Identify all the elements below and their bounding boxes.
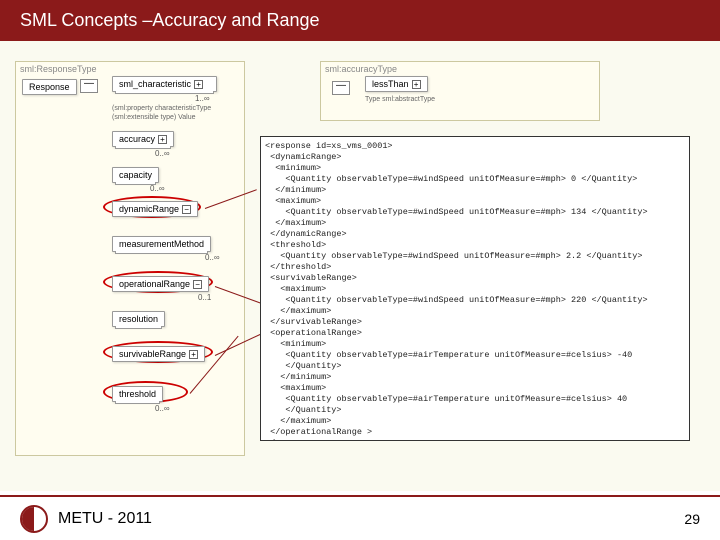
xml-code-block: <response id=xs_vms_0001> <dynamicRange>… — [260, 136, 690, 441]
expand-icon[interactable]: + — [412, 80, 421, 89]
sequence-connector-icon — [80, 79, 98, 93]
element-accuracy: accuracy+ — [112, 131, 174, 147]
schema-panel-right: sml:accuracyType — [320, 61, 600, 121]
element-threshold: threshold — [112, 386, 163, 402]
element-dynamic-range: dynamicRange− — [112, 201, 198, 217]
schema-right-label: sml:accuracyType — [321, 62, 599, 76]
slide-footer: METU - 2011 29 — [0, 495, 720, 540]
schema-left-label: sml:ResponseType — [16, 62, 244, 76]
element-measurement-method: measurementMethod — [112, 236, 211, 252]
collapse-icon[interactable]: − — [182, 205, 191, 214]
element-characteristic: sml_characteristic+ — [112, 76, 217, 92]
multiplicity-label: 0..∞ — [155, 404, 170, 413]
page-number: 29 — [684, 511, 700, 527]
element-response: Response — [22, 79, 77, 95]
element-resolution: resolution — [112, 311, 165, 327]
slide-content: sml:ResponseType sml:accuracyType Respon… — [0, 41, 720, 491]
expand-icon[interactable]: + — [158, 135, 167, 144]
slide-title: SML Concepts –Accuracy and Range — [20, 10, 320, 30]
expand-icon[interactable]: + — [194, 80, 203, 89]
element-capacity: capacity — [112, 167, 159, 183]
multiplicity-label: 0..∞ — [155, 149, 170, 158]
collapse-icon[interactable]: − — [193, 280, 202, 289]
multiplicity-label: 0..∞ — [205, 253, 220, 262]
footer-org-text: METU - 2011 — [58, 510, 152, 528]
element-less-than: lessThan+ — [365, 76, 428, 92]
multiplicity-label: 1..∞ — [195, 94, 210, 103]
less-than-note: Type sml:abstractType — [365, 96, 435, 103]
multiplicity-label: 0..∞ — [150, 184, 165, 193]
sequence-connector-icon — [332, 81, 350, 95]
multiplicity-label: 0..1 — [198, 293, 211, 302]
element-operational-range: operationalRange− — [112, 276, 209, 292]
slide-title-bar: SML Concepts –Accuracy and Range — [0, 0, 720, 41]
metu-logo-icon — [20, 505, 48, 533]
expand-icon[interactable]: + — [189, 350, 198, 359]
characteristic-note: (sml:property characteristicType (sml:ex… — [112, 104, 232, 122]
element-survivable-range: survivableRange+ — [112, 346, 205, 362]
